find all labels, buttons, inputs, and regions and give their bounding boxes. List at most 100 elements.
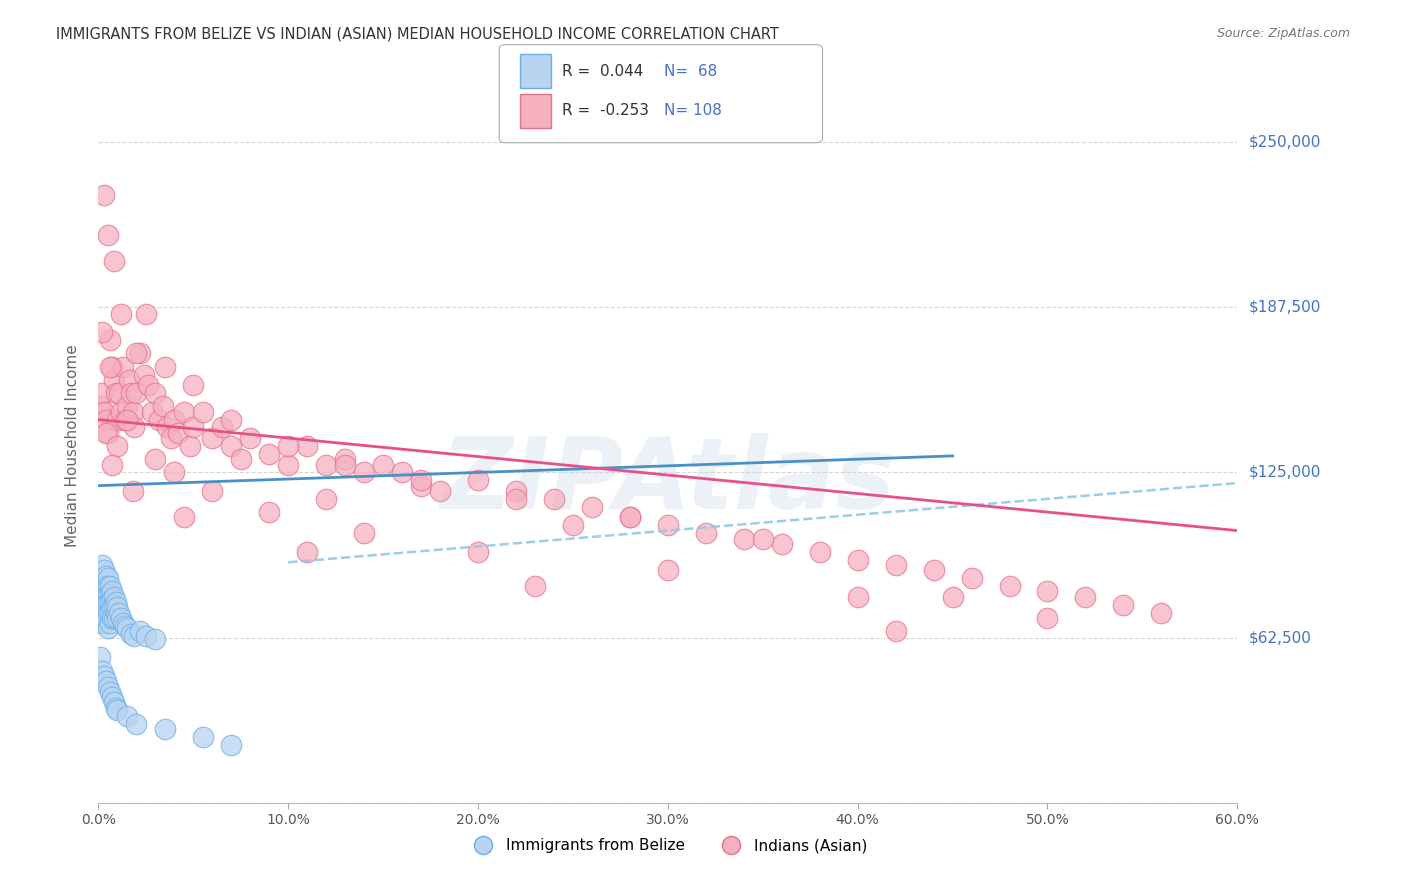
Point: [112, 616, 135, 631]
Point: [277, 458, 299, 472]
Point: [97, 680, 120, 694]
Point: [97, 571, 120, 585]
Point: [752, 532, 775, 546]
Text: N= 108: N= 108: [664, 103, 721, 118]
Point: [97, 425, 120, 440]
Point: [100, 690, 122, 704]
Point: [733, 532, 755, 546]
Point: [104, 386, 127, 401]
Point: [91, 558, 114, 572]
Point: [846, 590, 869, 604]
Point: [107, 412, 129, 426]
Point: [98, 595, 121, 609]
Text: N=  68: N= 68: [664, 64, 717, 78]
Point: [153, 722, 176, 736]
Text: $250,000: $250,000: [1249, 135, 1320, 150]
Point: [884, 558, 907, 572]
Point: [411, 478, 433, 492]
Point: [163, 412, 186, 426]
Point: [100, 600, 122, 615]
Point: [922, 563, 945, 577]
Point: [94, 611, 117, 625]
Point: [183, 378, 205, 392]
Point: [93, 563, 115, 577]
Text: $187,500: $187,500: [1249, 300, 1320, 315]
Point: [619, 510, 641, 524]
Point: [91, 386, 114, 401]
Point: [89, 616, 111, 631]
Point: [695, 526, 717, 541]
Point: [942, 590, 965, 604]
Point: [297, 545, 319, 559]
Point: [98, 606, 121, 620]
Point: [112, 359, 135, 374]
Point: [562, 518, 585, 533]
Point: [353, 466, 375, 480]
Point: [89, 400, 111, 414]
Point: [91, 611, 114, 625]
Point: [191, 730, 214, 744]
Point: [391, 466, 413, 480]
Point: [163, 466, 186, 480]
Point: [1036, 611, 1059, 625]
Point: [94, 425, 117, 440]
Point: [98, 333, 121, 347]
Point: [411, 474, 433, 488]
Legend: Immigrants from Belize, Indians (Asian): Immigrants from Belize, Indians (Asian): [463, 832, 873, 859]
Point: [1074, 590, 1097, 604]
Point: [259, 505, 281, 519]
Text: $125,000: $125,000: [1249, 465, 1320, 480]
Point: [1150, 606, 1173, 620]
Point: [93, 188, 115, 202]
Point: [581, 500, 603, 514]
Point: [315, 458, 337, 472]
Point: [93, 404, 115, 418]
Point: [107, 600, 129, 615]
Point: [100, 458, 122, 472]
Point: [353, 526, 375, 541]
Point: [120, 386, 142, 401]
Point: [89, 571, 111, 585]
Point: [115, 400, 138, 414]
Point: [136, 378, 159, 392]
Point: [94, 568, 117, 582]
Point: [125, 716, 148, 731]
Point: [91, 576, 114, 591]
Point: [98, 685, 121, 699]
Point: [97, 587, 120, 601]
Text: IMMIGRANTS FROM BELIZE VS INDIAN (ASIAN) MEDIAN HOUSEHOLD INCOME CORRELATION CHA: IMMIGRANTS FROM BELIZE VS INDIAN (ASIAN)…: [56, 27, 779, 42]
Point: [107, 611, 129, 625]
Point: [335, 458, 357, 472]
Point: [229, 452, 252, 467]
Point: [371, 458, 394, 472]
Point: [191, 404, 214, 418]
Point: [335, 452, 357, 467]
Point: [120, 626, 142, 640]
Point: [118, 373, 141, 387]
Point: [173, 404, 195, 418]
Point: [145, 386, 167, 401]
Point: [97, 621, 120, 635]
Point: [846, 552, 869, 566]
Point: [145, 452, 167, 467]
Point: [94, 598, 117, 612]
Point: [94, 579, 117, 593]
Point: [100, 359, 122, 374]
Point: [91, 326, 114, 340]
Point: [135, 307, 157, 321]
Point: [239, 431, 262, 445]
Point: [103, 695, 125, 709]
Point: [153, 359, 176, 374]
Point: [998, 579, 1021, 593]
Point: [960, 571, 983, 585]
Point: [121, 404, 143, 418]
Text: Source: ZipAtlas.com: Source: ZipAtlas.com: [1216, 27, 1350, 40]
Point: [114, 618, 136, 632]
Point: [156, 420, 179, 434]
Point: [259, 447, 281, 461]
Point: [103, 590, 125, 604]
Point: [103, 598, 125, 612]
Point: [145, 632, 167, 646]
Point: [129, 624, 152, 638]
Point: [97, 227, 120, 242]
